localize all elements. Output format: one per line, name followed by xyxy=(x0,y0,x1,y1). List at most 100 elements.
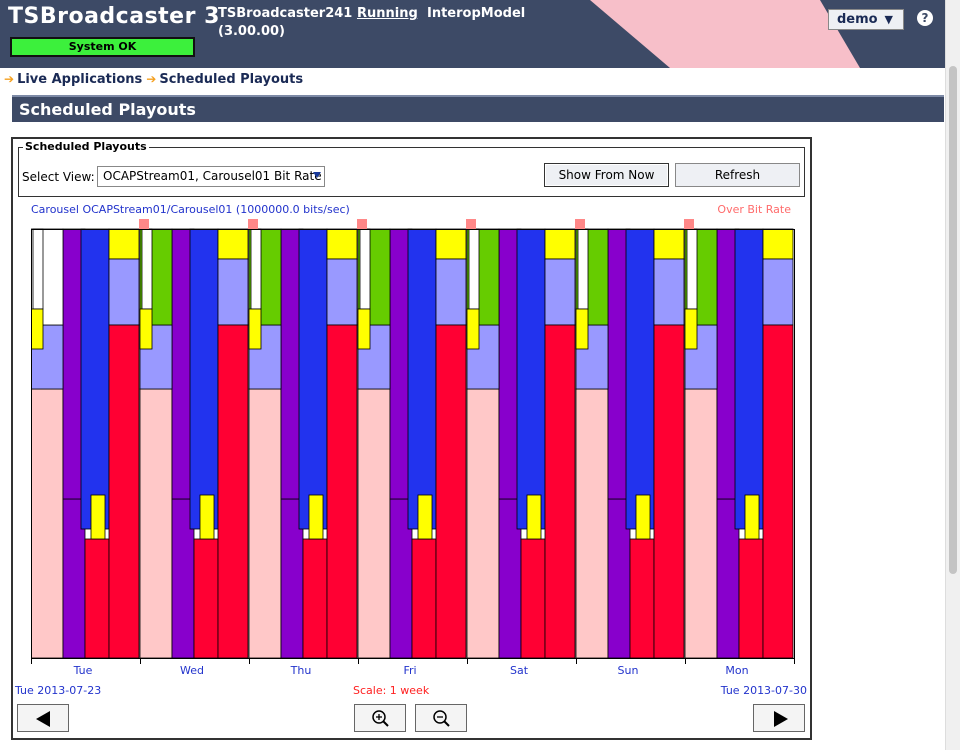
playout-segment xyxy=(217,228,249,260)
playout-segment xyxy=(653,324,685,659)
chart-title: Carousel OCAPStream01/Carousel01 (100000… xyxy=(31,203,350,216)
playout-segment xyxy=(217,324,249,659)
arrow-right-icon: ➔ xyxy=(146,72,157,86)
x-tick-label: Fri xyxy=(403,664,416,677)
zoom-out-button[interactable] xyxy=(415,704,467,732)
playout-segment xyxy=(762,228,794,260)
server-model: InteropModel xyxy=(427,6,526,21)
over-bit-rate-marker xyxy=(684,219,694,229)
chevron-down-icon xyxy=(313,172,321,178)
breadcrumb-scheduled-playouts[interactable]: Scheduled Playouts xyxy=(159,72,304,87)
playout-segment xyxy=(684,388,718,659)
playout-segment xyxy=(108,228,140,260)
playout-segment xyxy=(248,308,262,350)
header: TSBroadcaster 3 System OK TSBroadcaster2… xyxy=(0,0,945,68)
server-state-link[interactable]: Running xyxy=(357,6,418,21)
playout-segment xyxy=(31,388,64,659)
playout-segment xyxy=(139,308,153,350)
playout-segment xyxy=(635,494,651,540)
playout-segment xyxy=(526,494,542,540)
playout-segment xyxy=(516,228,546,530)
playout-segment xyxy=(575,308,589,350)
playout-segment xyxy=(544,228,576,260)
playout-segment xyxy=(435,228,467,260)
arrow-right-icon: ➔ xyxy=(4,72,15,86)
breadcrumb-live-applications[interactable]: Live Applications xyxy=(17,72,143,87)
playout-segment xyxy=(466,308,480,350)
playout-segment xyxy=(189,228,219,530)
view-controls: Scheduled Playouts Select View: OCAPStre… xyxy=(18,140,805,197)
x-tick-label: Sun xyxy=(618,664,639,677)
scale-label: Scale: 1 week xyxy=(353,684,430,697)
scrollbar-thumb[interactable] xyxy=(949,66,957,574)
playout-segment xyxy=(139,388,173,659)
previous-button[interactable] xyxy=(17,704,69,732)
playout-segment xyxy=(141,228,153,310)
zoom-in-icon xyxy=(372,710,389,727)
playout-segment xyxy=(357,308,371,350)
playout-segment xyxy=(734,228,764,530)
over-bit-rate-marker xyxy=(357,219,367,229)
playout-segment xyxy=(32,228,44,310)
view-legend: Scheduled Playouts xyxy=(23,140,149,153)
playout-segment xyxy=(417,494,433,540)
playout-segment xyxy=(407,228,437,530)
playout-segment xyxy=(193,538,219,659)
user-menu[interactable]: demo ▼ xyxy=(828,9,904,30)
zoom-out-icon xyxy=(433,710,450,727)
playout-segment xyxy=(359,228,371,310)
playout-segment xyxy=(762,324,794,659)
playout-segment xyxy=(108,324,140,659)
server-version: (3.00.00) xyxy=(218,24,285,39)
select-view-dropdown[interactable]: OCAPStream01, Carousel01 Bit Rate xyxy=(97,166,325,187)
playout-segment xyxy=(326,228,358,260)
playout-segment xyxy=(575,388,609,659)
select-view-label: Select View: xyxy=(22,170,95,184)
playout-segment xyxy=(653,228,685,260)
playout-segment xyxy=(248,388,282,659)
system-status-badge: System OK xyxy=(10,37,195,57)
playout-segment xyxy=(308,494,324,540)
section-title: Scheduled Playouts xyxy=(12,95,944,122)
select-view-value: OCAPStream01, Carousel01 Bit Rate xyxy=(103,169,322,183)
right-arrow-icon xyxy=(774,711,788,727)
over-bit-rate-marker xyxy=(248,219,258,229)
playout-segment xyxy=(577,228,589,310)
playout-segment xyxy=(31,308,44,350)
over-bit-rate-marker xyxy=(466,219,476,229)
server-name: TSBroadcaster241 xyxy=(218,6,353,21)
breadcrumb: ➔ Live Applications ➔ Scheduled Playouts xyxy=(4,72,307,87)
x-tick-label: Sat xyxy=(510,664,529,677)
playout-segment xyxy=(684,308,698,350)
end-date: Tue 2013-07-30 xyxy=(720,684,807,697)
chevron-down-icon: ▼ xyxy=(884,13,893,26)
playout-segment xyxy=(686,228,698,310)
left-arrow-icon xyxy=(36,711,50,727)
playout-chart[interactable]: Tue Wed Thu Fri Sat Sun Mon xyxy=(31,219,795,677)
help-icon[interactable]: ? xyxy=(917,10,933,26)
playout-segment xyxy=(326,258,358,326)
x-tick-label: Tue xyxy=(73,664,93,677)
playout-segment xyxy=(468,228,480,310)
playout-segment xyxy=(520,538,546,659)
app-title: TSBroadcaster 3 xyxy=(8,4,220,29)
over-bit-rate-legend: Over Bit Rate xyxy=(717,203,791,216)
playout-segment xyxy=(84,538,110,659)
playout-segment xyxy=(357,388,391,659)
over-bit-rate-marker xyxy=(575,219,585,229)
playout-segment xyxy=(298,228,328,530)
playout-segment xyxy=(544,258,576,326)
next-button[interactable] xyxy=(753,704,805,732)
playout-segment xyxy=(80,228,110,530)
refresh-button[interactable]: Refresh xyxy=(675,163,800,187)
playout-segment xyxy=(250,228,262,310)
zoom-in-button[interactable] xyxy=(354,704,406,732)
playout-segment xyxy=(435,324,467,659)
show-from-now-button[interactable]: Show From Now xyxy=(544,163,669,187)
playout-segment xyxy=(326,324,358,659)
vertical-scrollbar[interactable] xyxy=(945,0,960,750)
playout-segment xyxy=(625,228,655,530)
x-tick-label: Thu xyxy=(290,664,312,677)
playout-segment xyxy=(762,258,794,326)
playout-segment xyxy=(302,538,328,659)
